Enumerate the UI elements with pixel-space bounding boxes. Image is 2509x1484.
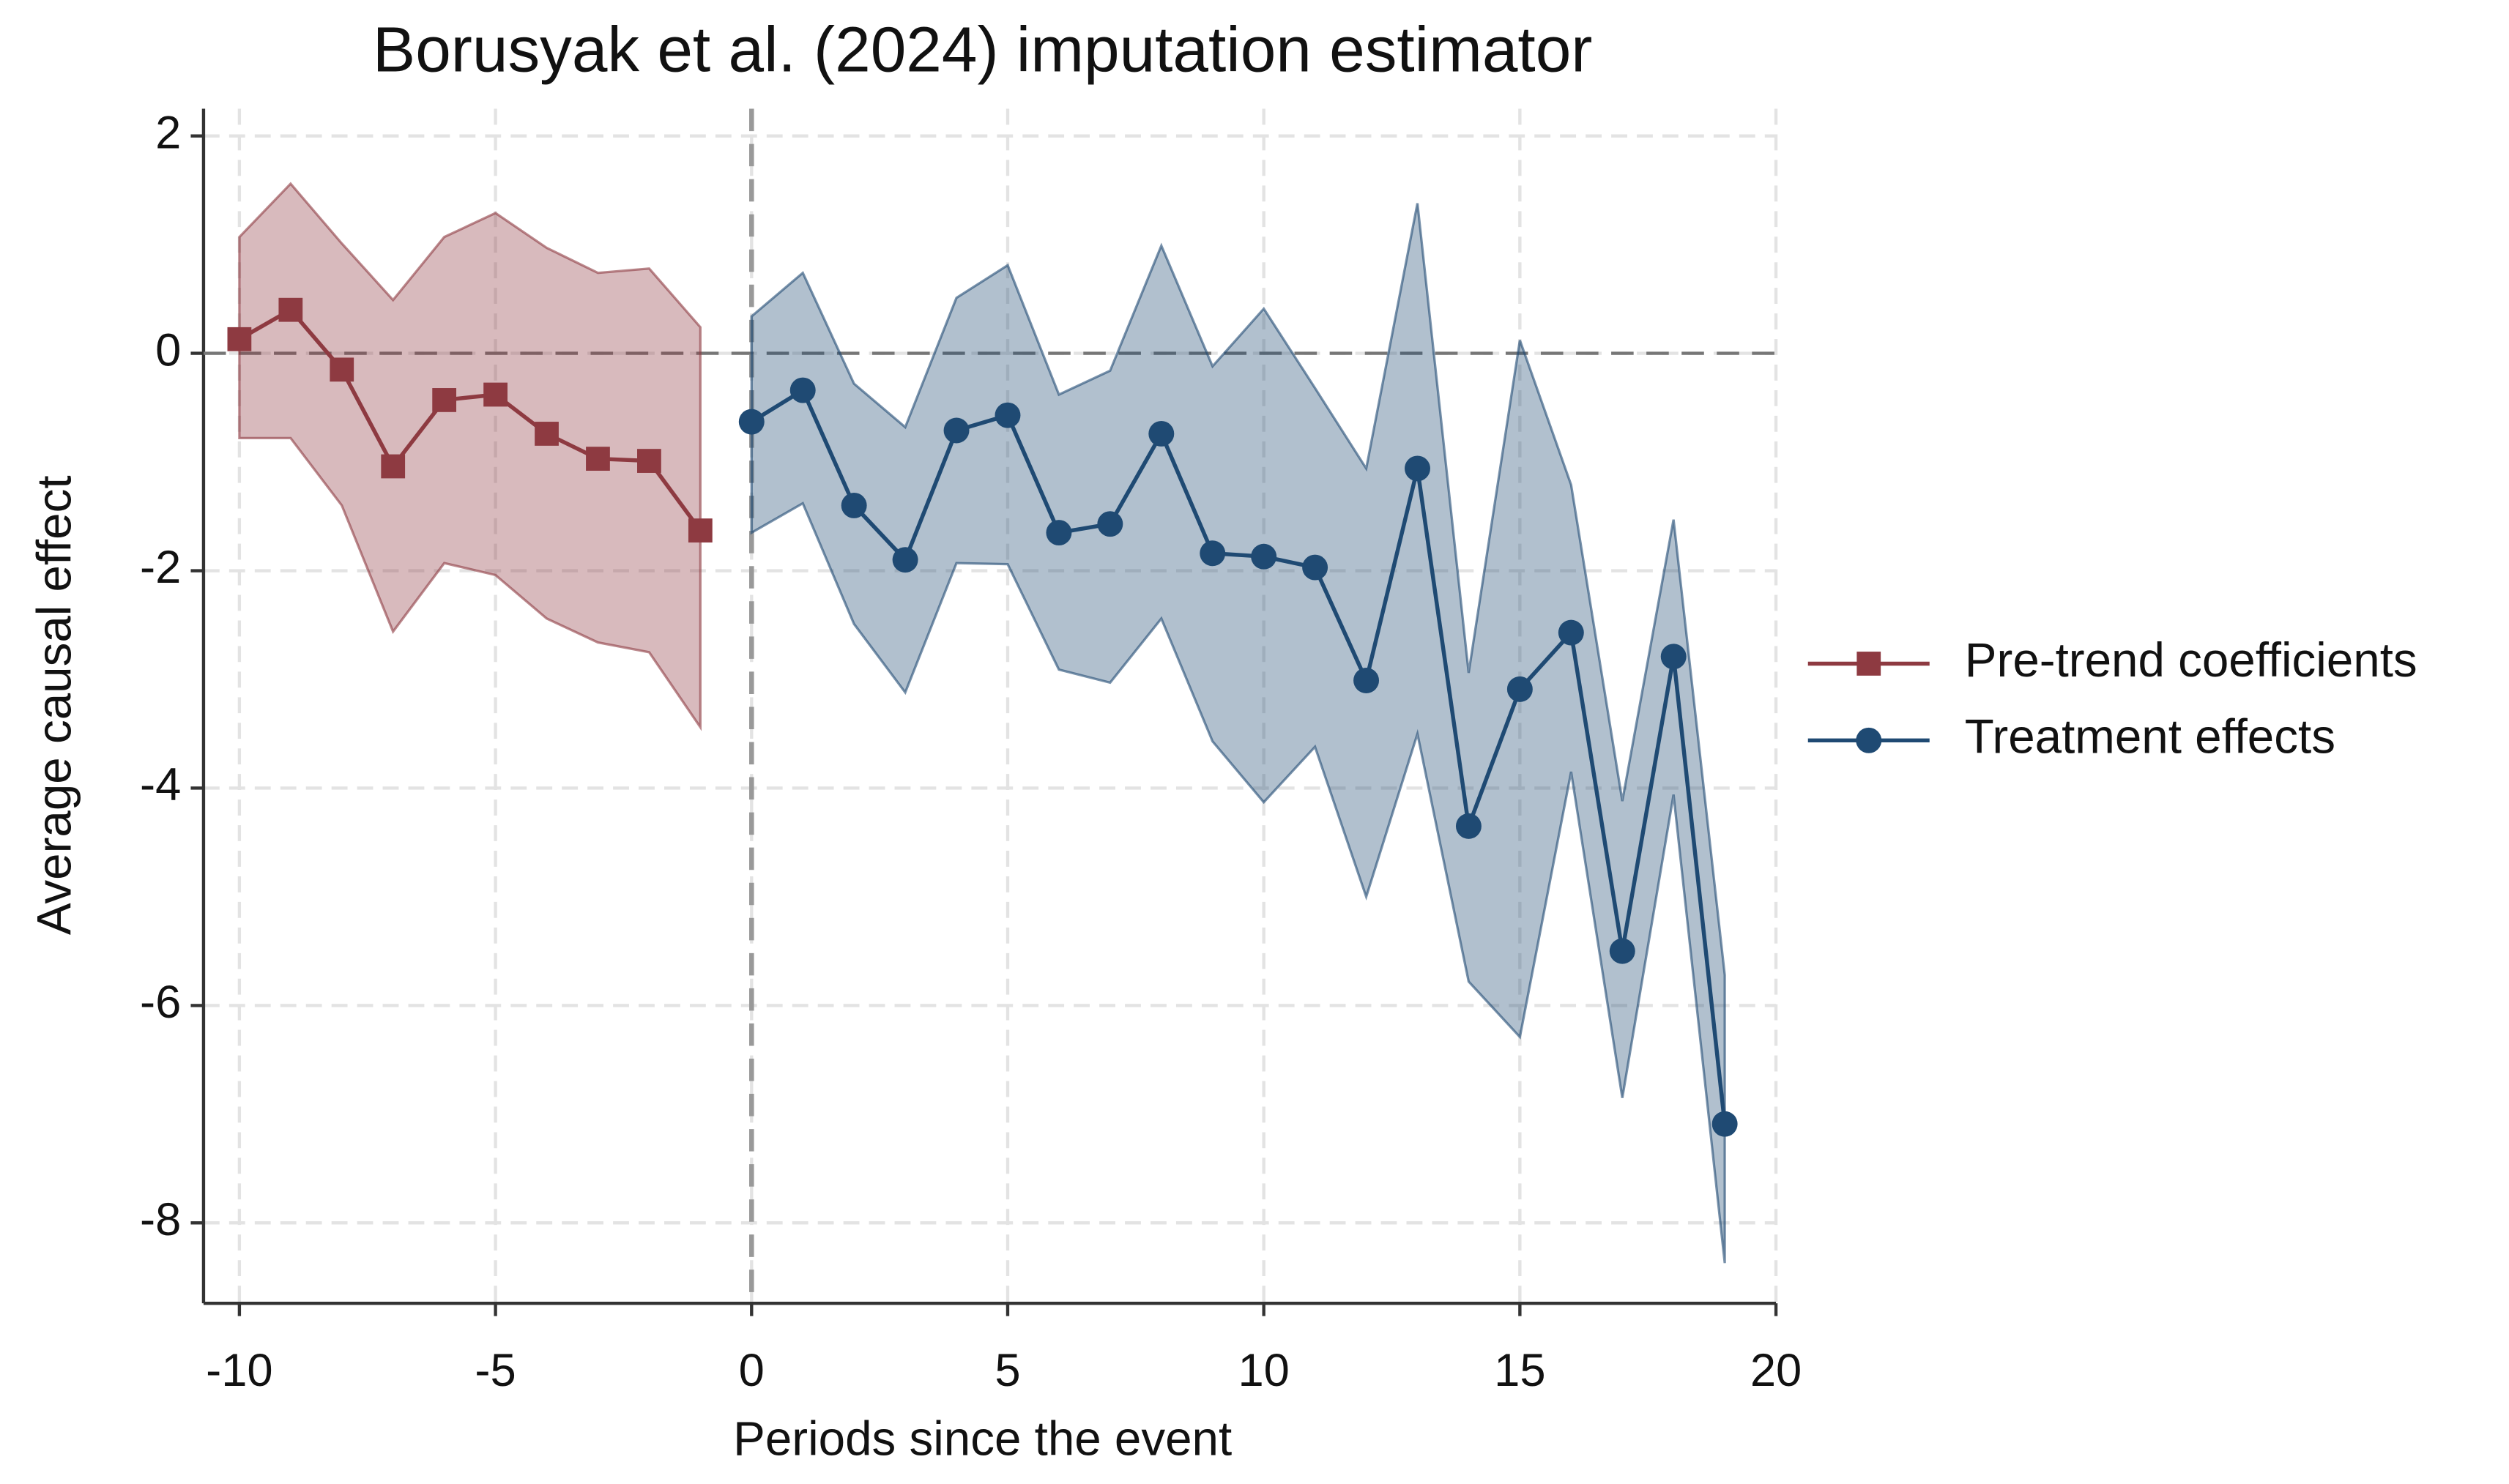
marker: [1302, 554, 1328, 581]
marker: [1856, 652, 1881, 676]
marker: [330, 357, 354, 382]
marker: [1506, 676, 1533, 702]
series-line: [238, 307, 702, 532]
marker: [586, 447, 610, 471]
marker: [1711, 1111, 1738, 1137]
marker: [278, 297, 303, 322]
x-tick-label: 5: [995, 1345, 1020, 1396]
marker: [943, 417, 970, 444]
marker: [1353, 667, 1380, 693]
legend-label: Treatment effects: [1965, 710, 2335, 764]
x-tick-label: 10: [1238, 1345, 1289, 1396]
marker: [1558, 619, 1584, 646]
y-tick-label: -2: [140, 542, 181, 593]
marker: [1455, 813, 1482, 839]
marker: [841, 492, 867, 518]
marker: [1405, 455, 1430, 482]
y-axis-label: Average causal effect: [27, 475, 81, 935]
y-tick-label: -8: [140, 1194, 181, 1245]
x-tick-label: -10: [206, 1345, 273, 1396]
marker: [1660, 644, 1687, 670]
y-tick-label: -4: [140, 759, 181, 810]
legend-label: Pre-trend coefficients: [1965, 633, 2417, 687]
marker: [432, 388, 457, 412]
marker: [1251, 543, 1277, 570]
chart-title: Borusyak et al. (2024) imputation estima…: [373, 13, 1592, 85]
marker: [995, 402, 1021, 428]
x-axis-label: Periods since the event: [733, 1412, 1232, 1466]
marker: [1097, 511, 1123, 537]
marker: [1046, 520, 1072, 546]
marker: [738, 409, 765, 435]
x-tick-label: 15: [1494, 1345, 1545, 1396]
x-tick-label: 20: [1750, 1345, 1802, 1396]
x-tick-label: -5: [475, 1345, 516, 1396]
marker: [381, 454, 406, 479]
confidence-band: [238, 182, 702, 731]
y-tick-label: -6: [140, 977, 181, 1028]
marker: [535, 422, 559, 446]
confidence-band: [750, 203, 1726, 1264]
marker: [1200, 540, 1226, 567]
marker: [892, 547, 918, 573]
x-tick-label: 0: [739, 1345, 765, 1396]
marker: [1148, 420, 1175, 447]
marker: [789, 377, 816, 403]
marker: [483, 382, 508, 407]
marker: [1609, 938, 1635, 964]
marker: [227, 327, 252, 351]
y-tick-label: 0: [155, 324, 181, 376]
marker: [688, 518, 713, 542]
y-tick-label: 2: [155, 107, 181, 158]
marker: [1856, 727, 1882, 753]
marker: [637, 449, 661, 473]
